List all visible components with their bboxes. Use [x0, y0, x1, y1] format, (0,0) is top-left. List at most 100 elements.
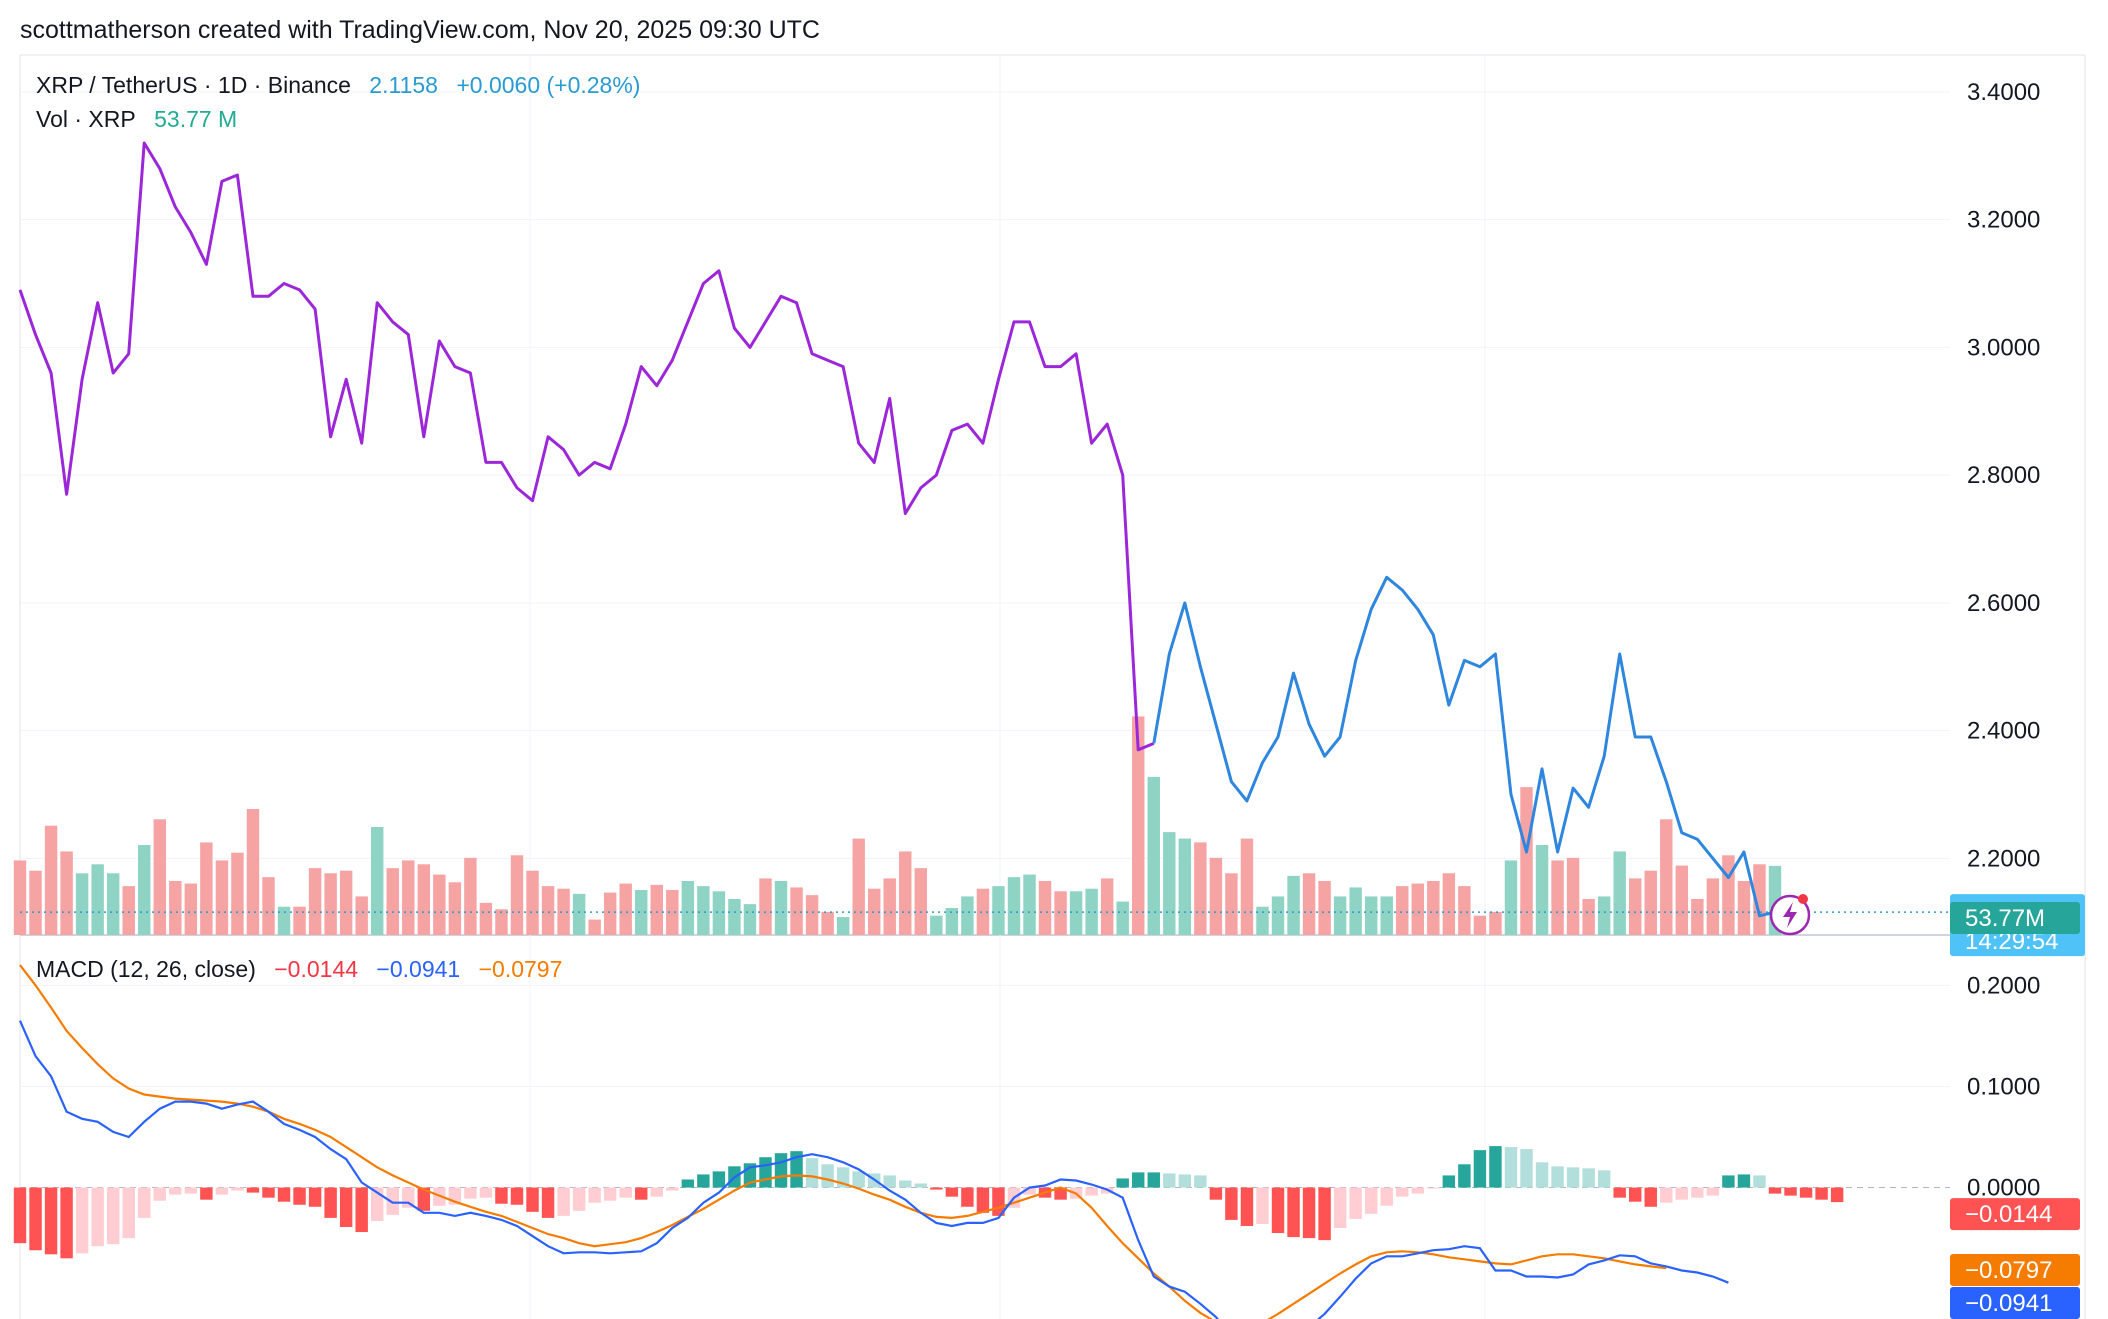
macd-histogram-bar — [1287, 1187, 1300, 1238]
macd-tick-label: 0.0000 — [1967, 1175, 2040, 1202]
volume-bar — [1597, 896, 1611, 935]
volume-bar — [1691, 899, 1704, 935]
macd-histogram-bar — [91, 1187, 104, 1247]
macd-histogram-bar — [1815, 1187, 1828, 1200]
volume-bar — [1520, 787, 1533, 935]
macd-histogram-bar — [1675, 1187, 1689, 1200]
price-line-segment-late — [1152, 575, 1776, 918]
macd-histogram-bar — [1147, 1172, 1160, 1188]
macd-histogram-bar — [308, 1187, 322, 1207]
volume-bar — [1349, 887, 1362, 935]
volume-bar — [44, 825, 58, 935]
volume-bar — [541, 886, 555, 935]
volume-bar — [557, 888, 570, 935]
volume-bar — [572, 893, 586, 935]
volume-bar — [1566, 857, 1580, 935]
volume-bar — [1473, 915, 1487, 935]
macd-histogram-bar — [914, 1183, 928, 1188]
macd-histogram-bar — [1023, 1187, 1036, 1195]
macd-line-tag: −0.0941 — [1965, 1290, 2052, 1317]
macd-histogram-bar — [200, 1187, 213, 1200]
volume-bar — [200, 842, 213, 935]
macd-lines — [18, 964, 1729, 1319]
macd-histogram-bar — [1178, 1174, 1192, 1188]
volume-bar — [75, 873, 89, 935]
volume-bar — [666, 890, 679, 935]
volume-label[interactable]: Vol · XRP — [36, 106, 136, 132]
volume-bar — [1722, 855, 1735, 935]
macd-histogram-bar — [355, 1187, 368, 1233]
volume-bar — [1489, 911, 1502, 935]
volume-bar — [635, 890, 648, 935]
price-tick-label: 2.4000 — [1967, 718, 2040, 745]
volume-bar — [526, 870, 539, 935]
volume-bar — [1085, 888, 1098, 935]
macd-histogram-bar — [572, 1187, 586, 1211]
price-axis[interactable]: 3.4000 3.2000 3.0000 2.8000 2.6000 2.4000 2.20… — [1967, 79, 2040, 1202]
macd-histogram-bar — [386, 1187, 399, 1215]
macd-histogram-bar — [184, 1187, 198, 1194]
macd-signal-tag-bg — [1950, 1254, 2080, 1286]
price-line-segment-early — [18, 141, 1155, 752]
volume-bar — [1038, 881, 1052, 935]
volume-bar — [60, 851, 73, 935]
volume-bar — [1023, 874, 1036, 935]
macd-histogram-bar — [1551, 1166, 1564, 1188]
volume-bar — [1411, 883, 1424, 935]
volume-bar — [1380, 896, 1393, 935]
volume-bar — [588, 919, 601, 935]
macd-histogram-bar — [1629, 1187, 1642, 1202]
volume-bar — [293, 906, 306, 935]
macd-label[interactable]: MACD (12, 26, close) — [36, 956, 256, 982]
macd-histogram-bar — [1768, 1187, 1782, 1194]
macd-histogram-bar — [1240, 1187, 1254, 1226]
volume-bar — [122, 886, 135, 935]
macd-histogram-bar — [106, 1187, 120, 1245]
macd-line-value: −0.0941 — [376, 956, 461, 982]
macd-histogram-bar — [619, 1187, 632, 1198]
volume-bar — [1442, 873, 1456, 935]
notification-dot — [1798, 894, 1808, 904]
volume-bar — [308, 868, 322, 935]
symbol-label[interactable]: XRP / TetherUS · 1D · Binance — [36, 72, 351, 98]
macd-histogram-bar — [697, 1174, 710, 1188]
volume-bar — [246, 809, 260, 935]
macd-legend[interactable]: MACD (12, 26, close) −0.0144 −0.0941 −0.… — [36, 956, 574, 983]
macd-signal-line — [19, 964, 1667, 1319]
axis-tags: 2.115814:29:5453.77M−0.0144−0.0797−0.094… — [1950, 894, 2085, 1319]
price-tick-label: 3.2000 — [1967, 207, 2040, 234]
volume-bar — [1163, 832, 1176, 935]
macd-histogram-bar — [246, 1187, 260, 1193]
volume-bar — [992, 886, 1005, 935]
volume-bar — [510, 855, 524, 935]
macd-histogram-bar — [852, 1171, 865, 1188]
macd-histogram-bar — [464, 1187, 477, 1199]
volume-bar — [867, 888, 881, 935]
macd-tick-label: 0.1000 — [1967, 1073, 2040, 1100]
volume-bar — [650, 884, 663, 935]
macd-histogram — [13, 1146, 1844, 1259]
volume-legend[interactable]: Vol · XRP 53.77 M — [36, 106, 249, 133]
macd-histogram-bar — [1737, 1174, 1751, 1188]
volume-bar — [1660, 819, 1673, 935]
symbol-legend[interactable]: XRP / TetherUS · 1D · Binance 2.1158 +0.… — [36, 72, 652, 99]
volume-bar — [1302, 873, 1316, 935]
macd-histogram-bar — [1489, 1146, 1502, 1188]
macd-histogram-bar — [339, 1187, 353, 1227]
macd-histogram-bar — [1566, 1167, 1580, 1188]
volume-bar — [371, 827, 384, 935]
volume-bar — [355, 896, 368, 935]
macd-histogram-bar — [1597, 1170, 1611, 1188]
macd-histogram-bar — [976, 1187, 990, 1213]
macd-histogram-bar — [945, 1187, 959, 1197]
volume-bar — [1675, 865, 1689, 935]
volume-bar — [433, 874, 446, 935]
macd-histogram-bar — [75, 1187, 89, 1254]
macd-histogram-bar — [215, 1187, 229, 1195]
macd-histogram-bar — [1302, 1187, 1316, 1239]
volume-bar — [1069, 891, 1083, 935]
macd-histogram-bar — [1691, 1187, 1704, 1198]
volume-bar — [324, 873, 337, 935]
volume-bar — [1116, 901, 1129, 935]
